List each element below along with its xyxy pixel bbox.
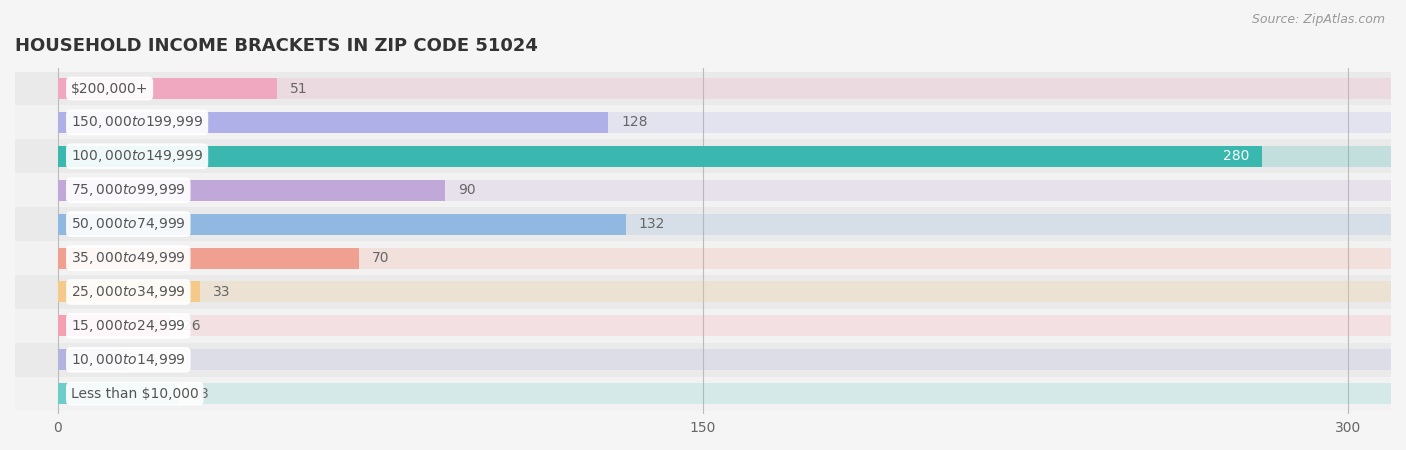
Bar [58,146,1263,167]
Text: 16: 16 [139,353,157,367]
Text: $10,000 to $14,999: $10,000 to $14,999 [70,352,186,368]
Text: 132: 132 [638,217,665,231]
Bar [15,140,1391,173]
Text: HOUSEHOLD INCOME BRACKETS IN ZIP CODE 51024: HOUSEHOLD INCOME BRACKETS IN ZIP CODE 51… [15,37,538,55]
Bar [58,349,1391,370]
Bar [58,248,1391,269]
Bar [15,343,1391,377]
Bar [15,105,1391,140]
Text: $15,000 to $24,999: $15,000 to $24,999 [70,318,186,334]
Text: 70: 70 [373,251,389,265]
Text: $35,000 to $49,999: $35,000 to $49,999 [70,250,186,266]
Text: 280: 280 [1223,149,1249,163]
Bar [58,180,1391,201]
Bar [58,281,200,302]
Text: $200,000+: $200,000+ [70,81,148,95]
Bar [58,281,1391,302]
Bar [15,72,1391,105]
Bar [15,275,1391,309]
Text: 26: 26 [183,319,200,333]
Bar [15,309,1391,343]
Bar [15,241,1391,275]
Bar [58,214,626,234]
Bar [58,248,359,269]
Bar [58,383,179,404]
Bar [58,315,170,337]
Text: $100,000 to $149,999: $100,000 to $149,999 [70,148,204,164]
Text: 128: 128 [621,115,648,130]
Text: $150,000 to $199,999: $150,000 to $199,999 [70,114,204,130]
Text: 90: 90 [458,183,475,197]
Text: $75,000 to $99,999: $75,000 to $99,999 [70,182,186,198]
Bar [15,207,1391,241]
Text: $50,000 to $74,999: $50,000 to $74,999 [70,216,186,232]
Text: 51: 51 [290,81,308,95]
Bar [58,383,1391,404]
Bar [58,146,1391,167]
Text: 33: 33 [212,285,231,299]
Bar [58,349,127,370]
Text: Source: ZipAtlas.com: Source: ZipAtlas.com [1251,14,1385,27]
Bar [58,214,1391,234]
Bar [58,180,446,201]
Bar [58,78,277,99]
Text: $25,000 to $34,999: $25,000 to $34,999 [70,284,186,300]
Bar [15,377,1391,411]
Text: 28: 28 [191,387,209,400]
Bar [15,173,1391,207]
Text: Less than $10,000: Less than $10,000 [70,387,198,400]
Bar [58,78,1391,99]
Bar [58,112,609,133]
Bar [58,315,1391,337]
Bar [58,112,1391,133]
